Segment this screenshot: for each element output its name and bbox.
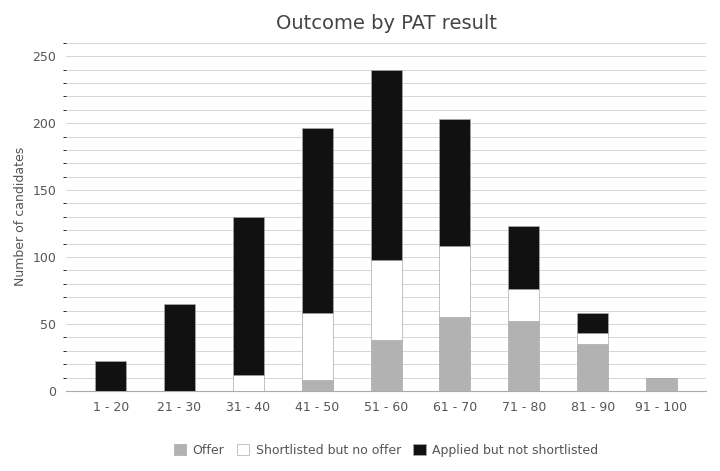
Bar	[439, 246, 470, 317]
Legend: Offer, Shortlisted but no offer, Applied but not shortlisted: Offer, Shortlisted but no offer, Applied…	[169, 439, 603, 462]
Bar	[577, 333, 608, 344]
Bar	[302, 380, 333, 391]
Bar	[164, 304, 195, 391]
Bar	[371, 260, 402, 340]
Bar	[95, 361, 126, 391]
Bar	[646, 378, 677, 391]
Bar	[508, 289, 539, 321]
Bar	[577, 313, 608, 333]
Bar	[371, 70, 402, 260]
Bar	[371, 340, 402, 391]
Bar	[577, 344, 608, 391]
Bar	[508, 226, 539, 289]
Bar	[233, 375, 264, 391]
Bar	[508, 321, 539, 391]
Bar	[439, 119, 470, 246]
Bar	[302, 313, 333, 380]
Bar	[439, 317, 470, 391]
Title: Outcome by PAT result: Outcome by PAT result	[276, 14, 497, 33]
Bar	[233, 217, 264, 375]
Y-axis label: Number of candidates: Number of candidates	[14, 147, 27, 286]
Bar	[302, 129, 333, 313]
